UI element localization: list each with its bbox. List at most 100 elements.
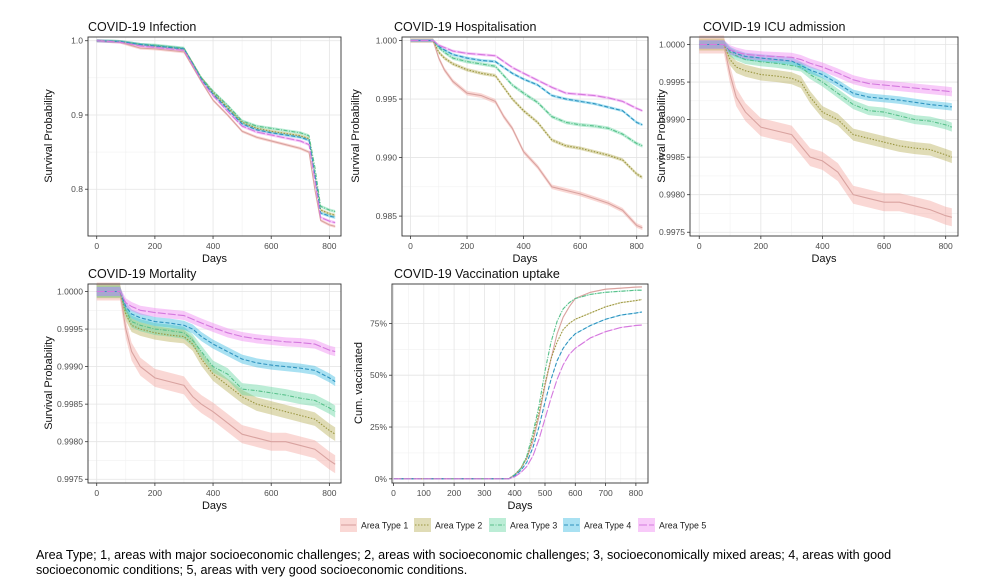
legend: Area Type 1 Area Type 2 Area Type 3 Area Ty… (340, 518, 706, 532)
y-tick-label: 0.9980 (57, 437, 83, 447)
x-tick-label: 600 (877, 241, 891, 251)
x-tick-label: 200 (754, 241, 768, 251)
series-line-area-type-1 (96, 40, 336, 227)
series-line-area-type-3 (96, 40, 336, 213)
panel-icu: 0 200 400 600 800 0.9975 0.9980 0.9985 0.9990 0.9… (656, 20, 959, 265)
series-line-area-type-3 (410, 39, 643, 147)
series-line-area-type-4 (393, 311, 643, 480)
confidence-band-area-type-2 (96, 284, 336, 441)
legend-label: Area Type 5 (659, 521, 706, 531)
legend-item-area-type-3: Area Type 3 (489, 518, 557, 532)
x-tick-label: 0 (697, 241, 702, 251)
x-tick-label: 100 (417, 488, 431, 498)
y-tick-label: 0.9995 (659, 77, 685, 87)
x-tick-label: 0 (94, 488, 99, 498)
x-tick-label: 800 (630, 241, 644, 251)
plot-border (401, 36, 649, 237)
x-tick-label: 400 (508, 488, 522, 498)
legend-item-area-type-4: Area Type 4 (563, 518, 631, 532)
x-tick-label: 200 (148, 488, 162, 498)
plot-border (87, 283, 342, 484)
y-tick-label: 0.9995 (57, 324, 83, 334)
plot-border (391, 283, 649, 484)
x-tick-label: 800 (322, 488, 336, 498)
y-axis-label: Cum. vaccinated (353, 342, 365, 424)
y-tick-label: 0.9980 (659, 190, 685, 200)
x-tick-label: 200 (460, 241, 474, 251)
x-tick-label: 800 (322, 241, 336, 251)
x-tick-label: 700 (598, 488, 612, 498)
y-tick-label: 0.9990 (659, 115, 685, 125)
series-line-area-type-1 (410, 39, 643, 229)
legend-label: Area Type 1 (361, 521, 408, 531)
series-line-area-type-2 (410, 39, 643, 178)
y-tick-label: 0.9990 (57, 362, 83, 372)
legend-item-area-type-2: Area Type 2 (414, 518, 482, 532)
confidence-band-area-type-1 (96, 282, 336, 474)
y-tick-label: 25% (370, 422, 387, 432)
x-tick-label: 0 (391, 488, 396, 498)
confidence-band-area-type-5 (410, 39, 643, 113)
y-tick-label: 0.990 (376, 153, 398, 163)
y-tick-label: 1.0000 (57, 287, 83, 297)
x-tick-label: 400 (206, 488, 220, 498)
x-tick-label: 400 (206, 241, 220, 251)
x-axis-label: Days (811, 253, 837, 265)
confidence-band-area-type-3 (699, 40, 952, 132)
x-tick-label: 500 (538, 488, 552, 498)
panel-vaccination: 0 100 200 300 400 500 600 700 800 0% 25% 50% 75% COVI… (353, 267, 649, 512)
x-tick-label: 400 (516, 241, 530, 251)
x-tick-label: 200 (447, 488, 461, 498)
x-tick-label: 400 (815, 241, 829, 251)
y-tick-label: 0.9 (71, 110, 83, 120)
legend-item-area-type-1: Area Type 1 (340, 518, 408, 532)
panel-infection: 0 200 400 600 800 0.8 0.9 1.0 COVID-19 Infection… (43, 20, 342, 265)
y-tick-label: 0% (375, 474, 388, 484)
series-line-area-type-3 (96, 290, 336, 413)
series-line-area-type-4 (96, 290, 336, 383)
legend-key-fill (489, 518, 506, 532)
confidence-band-area-type-5 (96, 287, 336, 357)
y-tick-label: 0.995 (376, 94, 398, 104)
x-tick-label: 0 (408, 241, 413, 251)
x-axis-label: Days (507, 500, 533, 512)
y-tick-label: 0.9985 (57, 399, 83, 409)
series-line-area-type-1 (96, 290, 336, 465)
legend-label: Area Type 2 (435, 521, 482, 531)
plot-border (689, 36, 959, 237)
y-tick-label: 0.985 (376, 211, 398, 221)
plot-background (690, 37, 958, 236)
series-line-area-type-5 (96, 290, 336, 353)
x-axis-label: Days (512, 253, 538, 265)
x-axis-label: Days (202, 253, 228, 265)
series-line-area-type-5 (410, 39, 643, 112)
x-axis-label: Days (202, 500, 228, 512)
panel-title: COVID-19 Mortality (88, 267, 197, 281)
legend-item-area-type-5: Area Type 5 (638, 518, 706, 532)
confidence-band-area-type-1 (699, 35, 952, 227)
x-tick-label: 600 (264, 488, 278, 498)
series-line-area-type-4 (410, 39, 643, 126)
y-tick-label: 50% (370, 370, 387, 380)
panel-mortality: 0 200 400 600 800 0.9975 0.9980 0.9985 0.9990 0.9… (43, 267, 342, 512)
legend-label: Area Type 3 (510, 521, 557, 531)
x-tick-label: 0 (94, 241, 99, 251)
series-line-area-type-4 (96, 40, 336, 218)
panel-title: COVID-19 Infection (88, 20, 196, 34)
panel-title: COVID-19 Vaccination uptake (394, 267, 560, 281)
x-tick-label: 600 (264, 241, 278, 251)
x-tick-label: 800 (629, 488, 643, 498)
plot-border (87, 36, 342, 237)
series-line-area-type-4 (699, 43, 952, 108)
figure-caption: Area Type; 1, areas with major socioecon… (36, 548, 892, 577)
plot-background (88, 284, 341, 483)
y-axis-label: Survival Probability (43, 336, 55, 430)
panel-title: COVID-19 Hospitalisation (394, 20, 536, 34)
figure: 0 200 400 600 800 0.8 0.9 1.0 COVID-19 Infection… (43, 20, 959, 532)
y-tick-label: 1.000 (376, 36, 398, 46)
y-tick-label: 75% (370, 318, 387, 328)
x-tick-label: 300 (477, 488, 491, 498)
y-tick-label: 0.9985 (659, 152, 685, 162)
confidence-band-area-type-2 (699, 38, 952, 164)
y-axis-label: Survival Probability (656, 89, 668, 183)
